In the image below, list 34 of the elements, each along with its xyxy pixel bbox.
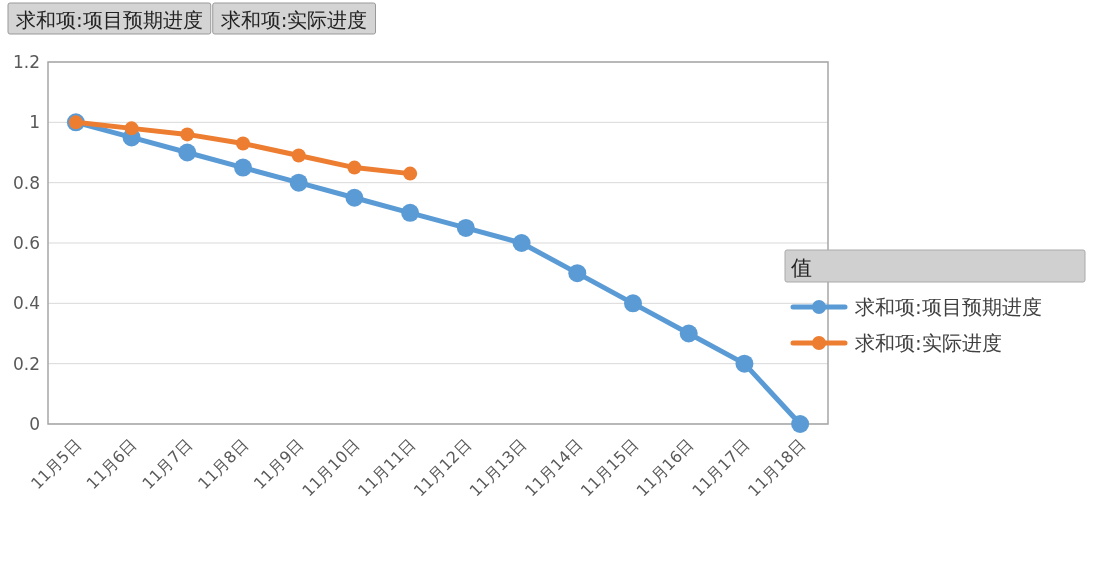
point <box>568 264 587 283</box>
point <box>624 294 642 313</box>
point <box>289 173 308 192</box>
field-button: 求和项:项目预期进度 <box>7 2 212 35</box>
x-tick-label: 11月8日 <box>194 435 252 494</box>
point <box>679 324 698 343</box>
y-tick-label: 1.2 <box>12 52 40 72</box>
point <box>512 234 531 252</box>
point <box>791 415 810 433</box>
legend-title: 值 <box>791 256 812 280</box>
y-tick-label: 0.8 <box>12 172 40 193</box>
point <box>178 143 197 162</box>
y-tick-label: 0.6 <box>12 233 40 253</box>
point <box>236 136 250 151</box>
point <box>291 148 306 163</box>
point <box>234 158 252 177</box>
y-tick-label: 0.2 <box>12 353 40 374</box>
point <box>401 203 420 222</box>
y-tick-label: 1 <box>29 112 40 133</box>
point <box>180 127 195 142</box>
x-tick-label: 11月6日 <box>82 435 141 494</box>
legend-label: 求和项:实际进度 <box>855 331 1002 355</box>
point <box>735 354 754 373</box>
point <box>347 160 362 175</box>
point <box>345 188 364 207</box>
point <box>124 121 139 136</box>
legend-label: 求和项:项目预期进度 <box>855 295 1042 319</box>
x-tick-label: 11月5日 <box>27 435 85 494</box>
point <box>456 218 475 237</box>
point <box>403 166 418 181</box>
y-tick-label: 0 <box>29 414 40 434</box>
x-tick-label: 11月7日 <box>138 435 197 494</box>
y-tick-label: 0.4 <box>12 293 40 314</box>
field-button: 求和项:实际进度 <box>212 2 376 35</box>
